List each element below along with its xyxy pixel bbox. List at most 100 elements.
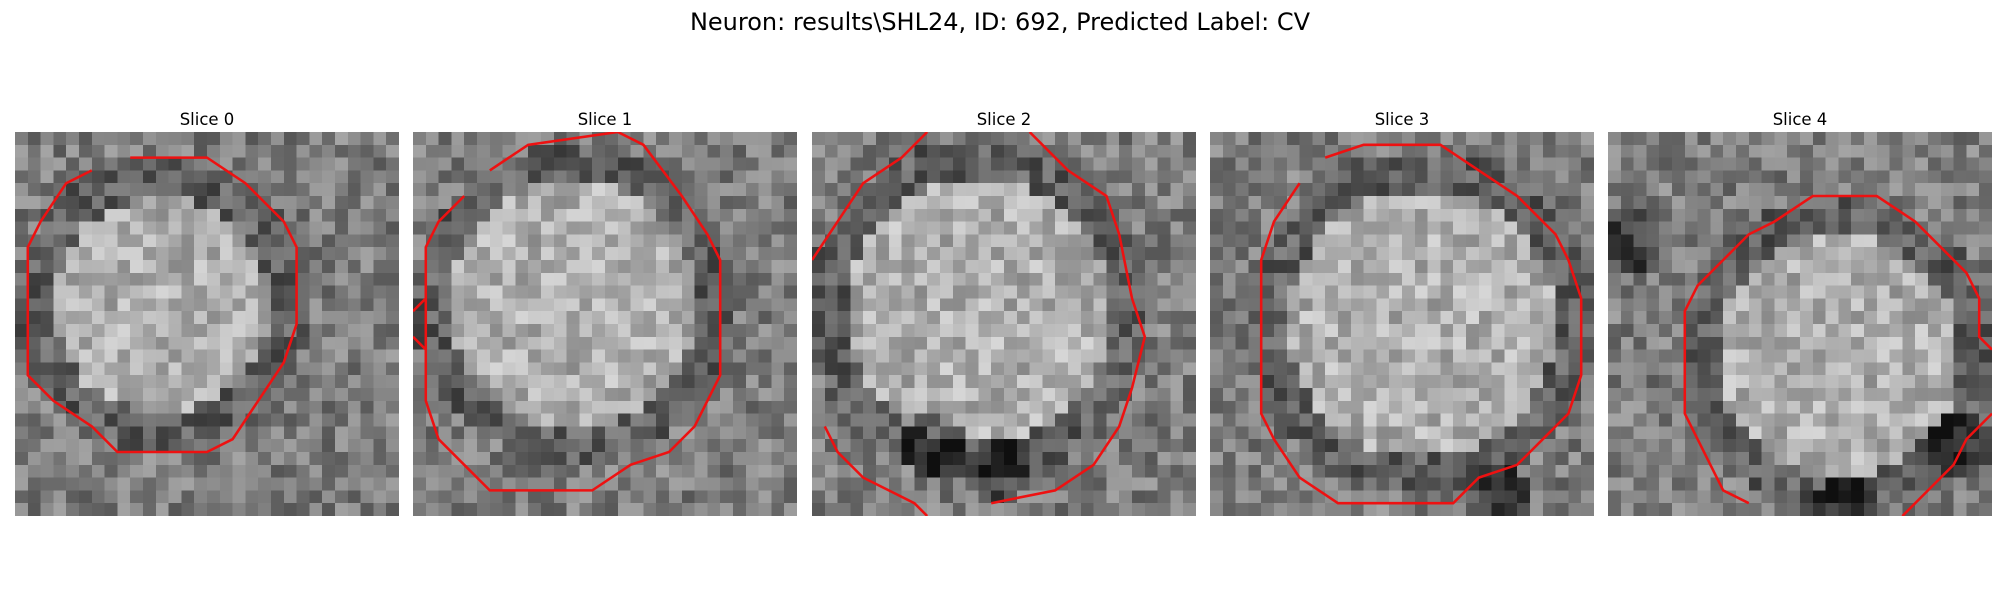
pixel (283, 221, 297, 235)
pixel (1119, 196, 1133, 210)
pixel (335, 362, 349, 376)
pixel (1453, 234, 1467, 248)
pixel (1376, 413, 1390, 427)
pixel (1646, 144, 1660, 158)
pixel (707, 157, 721, 171)
pixel (347, 183, 361, 197)
pixel (1248, 388, 1262, 402)
pixel (194, 183, 208, 197)
pixel (1659, 464, 1673, 478)
pixel (91, 362, 105, 376)
pixel (1376, 144, 1390, 158)
pixel (579, 183, 593, 197)
pixel (1004, 208, 1018, 222)
pixel (528, 413, 542, 427)
pixel (168, 285, 182, 299)
pixel (1517, 426, 1531, 440)
pixel (1620, 260, 1634, 274)
pixel (335, 452, 349, 466)
pixel (952, 426, 966, 440)
pixel (104, 477, 118, 491)
pixel (914, 234, 928, 248)
pixel (1466, 349, 1480, 363)
pixel (1093, 144, 1107, 158)
pixel (1440, 400, 1454, 414)
pixel (1697, 426, 1711, 440)
pixel (1144, 196, 1158, 210)
pixel (784, 413, 797, 427)
noise-pixels-4 (1608, 132, 1992, 516)
pixel (1710, 388, 1724, 402)
pixel (1838, 208, 1852, 222)
pixel (117, 400, 131, 414)
pixel (1787, 285, 1801, 299)
pixel (1170, 439, 1184, 453)
pixel (1555, 234, 1569, 248)
pixel (553, 426, 567, 440)
pixel (66, 157, 80, 171)
pixel (335, 272, 349, 286)
pixel (1851, 375, 1865, 389)
pixel (978, 208, 992, 222)
pixel (232, 132, 246, 146)
pixel (1222, 272, 1236, 286)
pixel (1748, 285, 1762, 299)
pixel (79, 157, 93, 171)
pixel (386, 375, 399, 389)
pixel (1157, 375, 1171, 389)
pixel (1659, 157, 1673, 171)
pixel (143, 477, 157, 491)
pixel (1838, 324, 1852, 338)
pixel (477, 272, 491, 286)
pixel (515, 170, 529, 184)
pixel (630, 144, 644, 158)
pixel (1659, 196, 1673, 210)
pixel (1697, 324, 1711, 338)
pixel (927, 439, 941, 453)
pixel (1222, 464, 1236, 478)
pixel (1427, 324, 1441, 338)
pixel (1338, 375, 1352, 389)
pixel (1132, 413, 1146, 427)
pixel (143, 234, 157, 248)
pixel (784, 477, 797, 491)
pixel (1555, 311, 1569, 325)
pixel (1042, 490, 1056, 504)
pixel (1402, 426, 1416, 440)
pixel (1402, 490, 1416, 504)
pixel (1568, 477, 1582, 491)
pixel (1953, 311, 1967, 325)
pixel (283, 144, 297, 158)
pixel (1568, 221, 1582, 235)
pixel (15, 208, 29, 222)
pixel (1761, 490, 1775, 504)
pixel (1723, 132, 1737, 146)
pixel (1414, 388, 1428, 402)
pixel (1210, 260, 1224, 274)
pixel (758, 221, 772, 235)
pixel (1376, 336, 1390, 350)
pixel (812, 132, 826, 146)
pixel (1825, 170, 1839, 184)
pixel (309, 426, 323, 440)
pixel (837, 298, 851, 312)
pixel (1672, 503, 1686, 516)
pixel (425, 208, 439, 222)
pixel (1800, 208, 1814, 222)
pixel (669, 247, 683, 261)
pixel (1157, 285, 1171, 299)
pixel (309, 170, 323, 184)
pixel (1466, 439, 1480, 453)
pixel (1787, 247, 1801, 261)
pixel (1350, 362, 1364, 376)
pixel (347, 503, 361, 516)
pixel (914, 208, 928, 222)
pixel (283, 298, 297, 312)
pixel (502, 221, 516, 235)
pixel (194, 413, 208, 427)
pixel (1004, 144, 1018, 158)
pixel (335, 196, 349, 210)
pixel (1389, 324, 1403, 338)
pixel (812, 477, 826, 491)
pixel (1183, 285, 1196, 299)
